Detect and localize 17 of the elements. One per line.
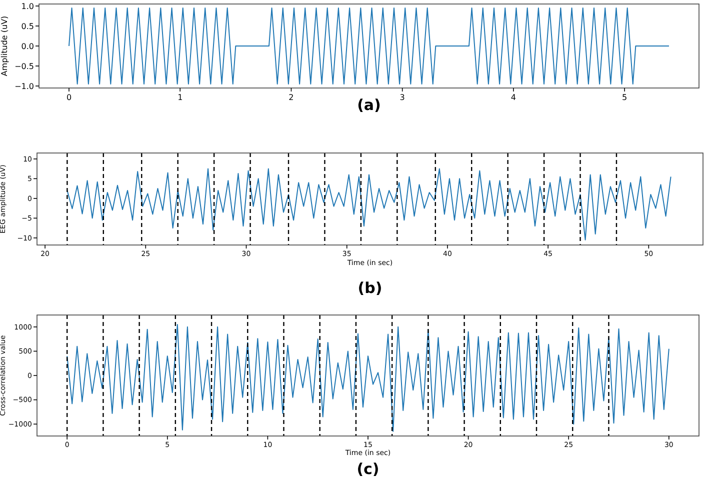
x-tick-label: 4 <box>510 93 516 102</box>
y-axis-title: Amplitude (uV) <box>0 16 9 76</box>
x-tick-label: 1 <box>178 93 183 102</box>
text: (b) <box>358 279 382 297</box>
y-tick-label: 0.0 <box>21 42 34 51</box>
line-series <box>66 168 672 240</box>
x-tick-label: 3 <box>400 93 405 102</box>
text: (a) <box>357 96 381 114</box>
x-tick-label: 0 <box>66 93 72 102</box>
text: (c) <box>356 460 380 478</box>
y-tick-label: −1.0 <box>14 82 34 91</box>
x-tick-label: 5 <box>622 93 628 102</box>
y-tick-label: −0.5 <box>14 62 34 71</box>
line-series <box>66 324 670 432</box>
x-tick-label: 2 <box>288 93 294 102</box>
y-tick-label: 1.0 <box>21 2 34 11</box>
y-tick-label: 0.5 <box>21 22 34 31</box>
